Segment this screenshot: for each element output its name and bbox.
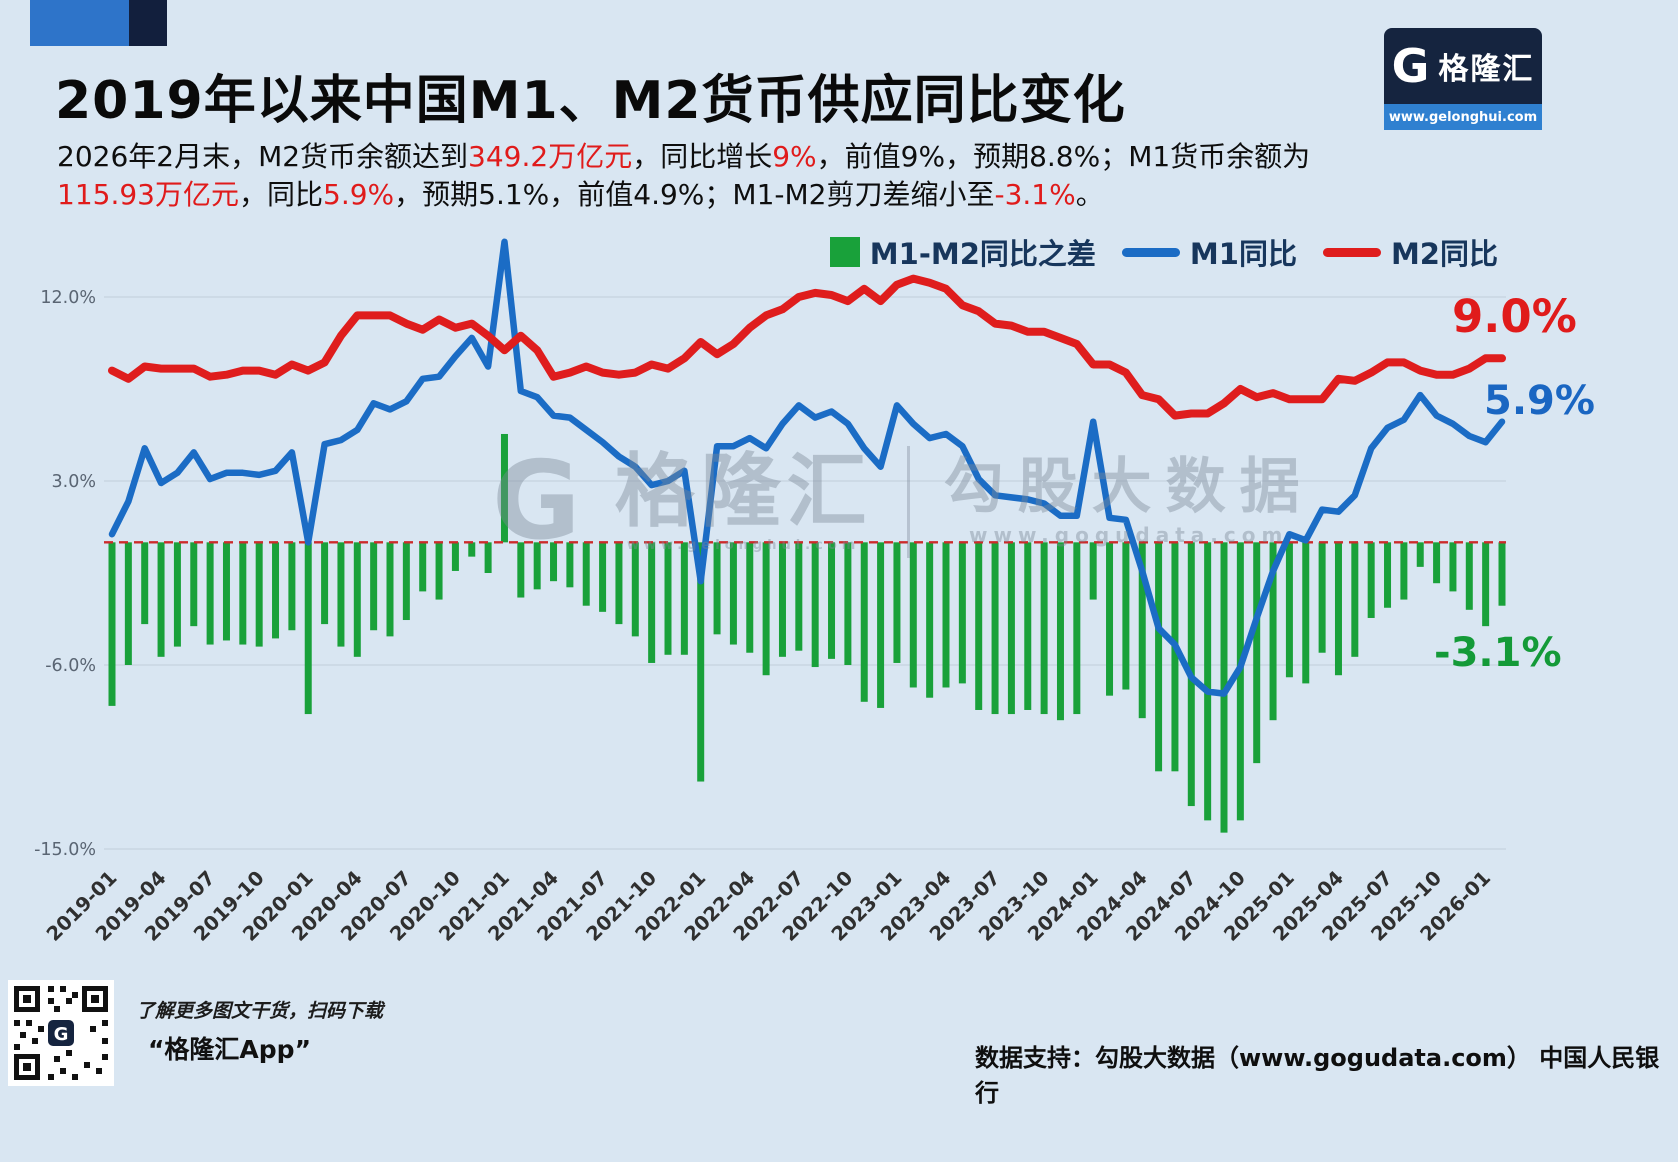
qr-caption: 了解更多图文干货，扫码下载: [136, 1000, 384, 1022]
svg-text:-15.0%: -15.0%: [34, 840, 96, 860]
subtitle: 2026年2月末，M2货币余额达到349.2万亿元，同比增长9%，前值9%，预期…: [57, 140, 1311, 211]
app-label: “格隆汇App”: [148, 1035, 312, 1064]
annotation-m2-latest: 9.0%: [1452, 290, 1577, 343]
logo-main: G 格隆汇: [1384, 28, 1542, 104]
logo-brand-name: 格隆汇: [1438, 52, 1535, 87]
legend-item-diff: M1-M2同比之差: [829, 231, 1096, 273]
legend-label-m2: M2同比: [1390, 237, 1498, 271]
qr-code: G: [8, 980, 114, 1086]
annotation-diff-latest: -3.1%: [1434, 630, 1562, 676]
svg-text:-6.0%: -6.0%: [45, 656, 96, 676]
chart-legend: M1-M2同比之差 M1同比 M2同比: [829, 231, 1498, 273]
svg-text:3.0%: 3.0%: [52, 472, 96, 492]
annotation-m1-latest: 5.9%: [1484, 378, 1595, 424]
qr-center-g-icon: G: [54, 1024, 69, 1045]
m1-swatch-icon: [1121, 247, 1180, 257]
gelonghui-logo: G 格隆汇 www.gelonghui.com: [1384, 28, 1542, 130]
legend-label-m1: M1同比: [1189, 237, 1297, 271]
logo-g-icon: G: [1391, 39, 1430, 93]
svg-text:12.0%: 12.0%: [40, 288, 96, 308]
legend-item-m1: M1同比: [1121, 231, 1297, 273]
legend-label-diff: M1-M2同比之差: [869, 237, 1096, 271]
legend-item-m2: M2同比: [1322, 231, 1498, 273]
m2-swatch-icon: [1322, 247, 1381, 257]
deco-square-navy: [129, 0, 167, 46]
data-support-credit: 数据支持：勾股大数据（www.gogudata.com） 中国人民银行: [975, 1044, 1660, 1107]
diff-swatch-icon: [829, 237, 860, 267]
logo-url: www.gelonghui.com: [1384, 104, 1542, 130]
page-title: 2019年以来中国M1、M2货币供应同比变化: [55, 71, 1126, 131]
deco-square-blue: [30, 0, 129, 46]
